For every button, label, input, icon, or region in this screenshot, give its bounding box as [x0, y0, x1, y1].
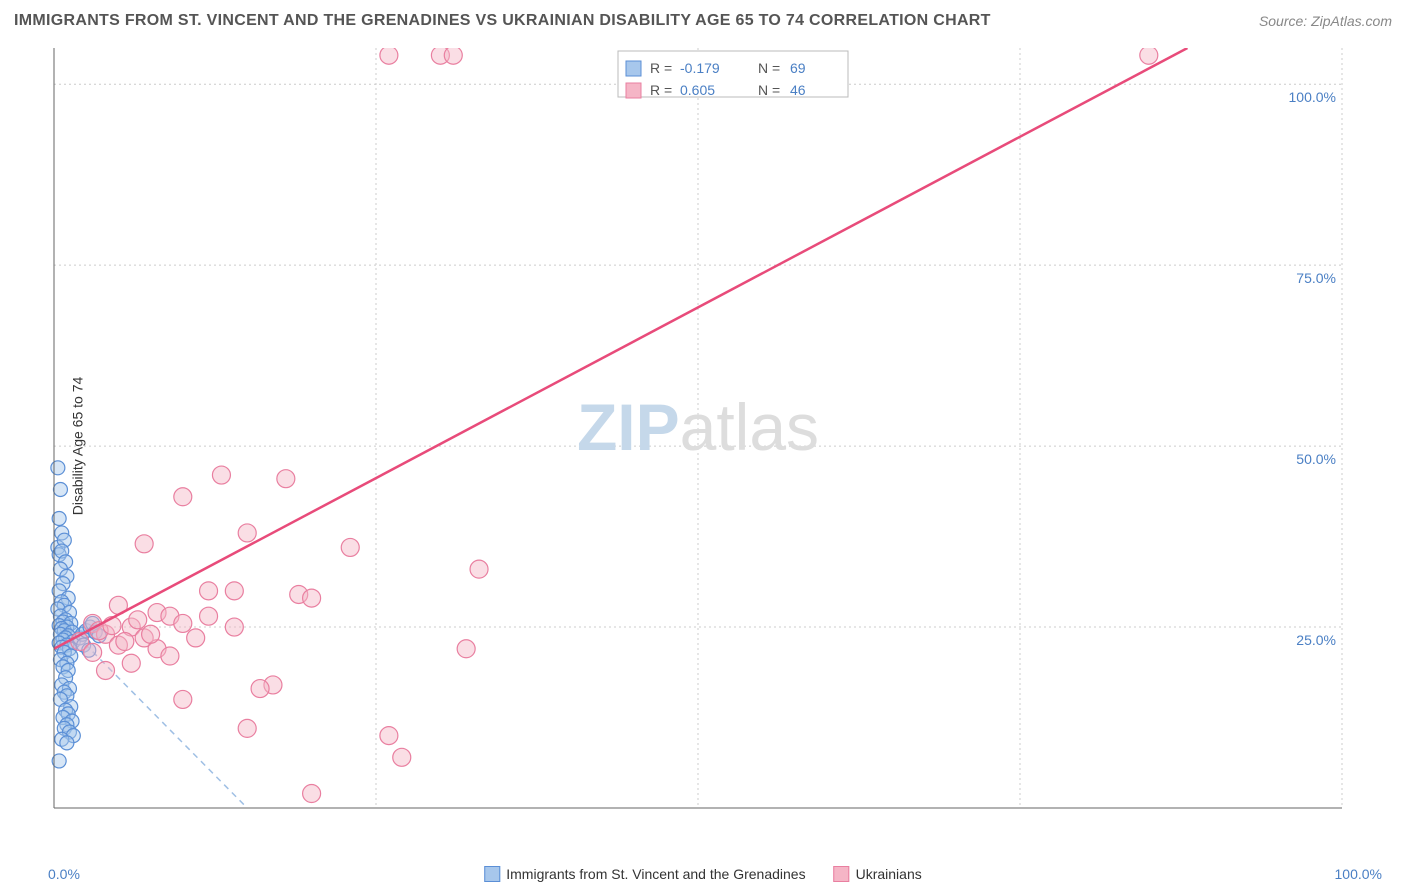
legend-item-series-0: Immigrants from St. Vincent and the Gren… [484, 866, 805, 882]
legend-label: Immigrants from St. Vincent and the Gren… [506, 866, 805, 882]
legend-label: Ukrainians [856, 866, 922, 882]
svg-text:46: 46 [790, 82, 806, 98]
x-tick-min: 0.0% [48, 866, 80, 882]
svg-text:N =: N = [758, 82, 780, 98]
legend-swatch-icon [834, 866, 850, 882]
legend-swatch-icon [484, 866, 500, 882]
svg-text:-0.179: -0.179 [680, 60, 720, 76]
svg-text:R =: R = [650, 60, 672, 76]
svg-text:100.0%: 100.0% [1289, 89, 1336, 105]
legend-item-series-1: Ukrainians [834, 866, 922, 882]
header: IMMIGRANTS FROM ST. VINCENT AND THE GREN… [14, 12, 1392, 30]
svg-text:0.605: 0.605 [680, 82, 715, 98]
source-label: Source: ZipAtlas.com [1259, 13, 1392, 29]
bottom-legend: Immigrants from St. Vincent and the Gren… [484, 866, 921, 882]
svg-text:50.0%: 50.0% [1296, 451, 1336, 467]
svg-text:25.0%: 25.0% [1296, 632, 1336, 648]
scatter-chart: 25.0% 50.0% 75.0% 100.0% R = -0.179 N = 69 R = 0.… [48, 48, 1348, 838]
svg-text:69: 69 [790, 60, 806, 76]
chart-area: 25.0% 50.0% 75.0% 100.0% R = -0.179 N = 69 R = 0.… [48, 48, 1348, 838]
svg-text:75.0%: 75.0% [1296, 270, 1336, 286]
svg-text:R =: R = [650, 82, 672, 98]
svg-text:N =: N = [758, 60, 780, 76]
chart-title: IMMIGRANTS FROM ST. VINCENT AND THE GREN… [14, 12, 991, 30]
x-tick-max: 100.0% [1335, 866, 1382, 882]
